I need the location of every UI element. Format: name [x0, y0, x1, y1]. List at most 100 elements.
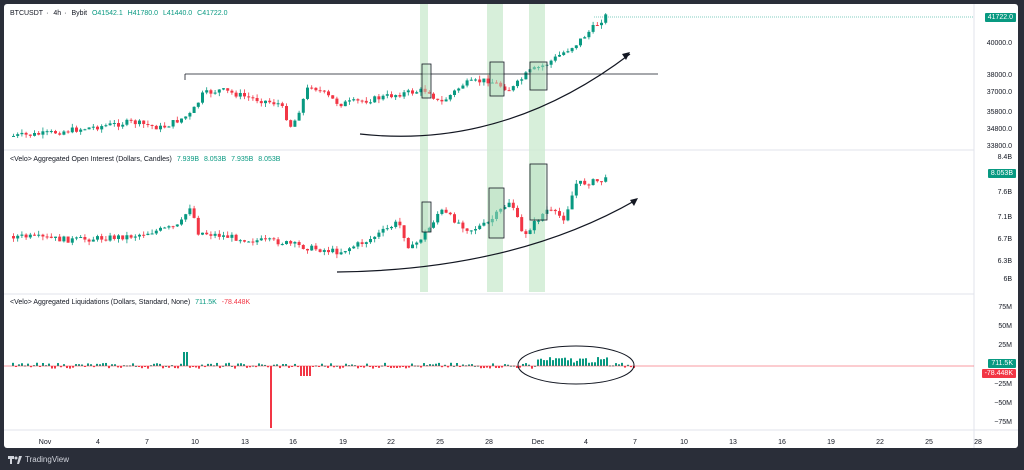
price-candle: [331, 95, 335, 99]
oi-last-tag[interactable]: 8.053B: [987, 169, 1016, 178]
oi-candle: [402, 225, 406, 238]
price-candle: [436, 98, 440, 100]
time-axis-label: 28: [974, 439, 982, 446]
liq-bar-long: [462, 364, 464, 366]
oi-candle: [322, 250, 326, 252]
oi-candle: [406, 237, 410, 249]
liq-bar-short: [267, 366, 269, 368]
liq-bar-long: [366, 363, 368, 366]
time-axis-label: 7: [145, 439, 149, 446]
time-axis-label: 19: [827, 439, 835, 446]
oi-candle: [75, 237, 78, 239]
time-axis-label: Nov: [38, 439, 52, 446]
liq-bar-long: [540, 358, 542, 366]
time-axis-label: 22: [876, 439, 884, 446]
price-candle: [100, 126, 104, 130]
price-candle: [558, 54, 561, 57]
liq-bar-short: [369, 366, 371, 368]
trend-arrow-price: [359, 53, 631, 137]
liq-bar-long: [102, 363, 104, 366]
price-candle: [217, 89, 221, 93]
oi-candle: [335, 248, 339, 255]
oi-candle: [58, 236, 62, 242]
price-candle: [461, 85, 465, 89]
liq-bar-short: [372, 366, 374, 369]
oi-candle: [532, 220, 536, 231]
liq-bar-long: [549, 357, 551, 366]
liq-bar-short: [198, 366, 200, 369]
price-candle: [70, 127, 74, 133]
price-candle: [54, 131, 57, 134]
liq-bar-long: [240, 363, 242, 366]
close-value: C41722.0: [197, 10, 228, 17]
price-candle: [188, 112, 192, 117]
liq-bar-long: [18, 364, 20, 366]
price-candle: [507, 90, 511, 92]
price-candle: [184, 116, 188, 119]
chart-canvas[interactable]: [4, 4, 1018, 448]
liq-bar-long: [222, 365, 224, 367]
last-price-tag[interactable]: 41722.0: [984, 13, 1016, 22]
liq-bar-long: [87, 363, 89, 366]
liq-bar-long: [504, 364, 506, 366]
oi-candle: [209, 234, 213, 236]
price-candle: [79, 129, 83, 132]
oi-candle: [423, 232, 427, 240]
oi-title[interactable]: <Velo> Aggregated Open Interest (Dollars…: [10, 156, 172, 163]
oi-high: 8.053B: [203, 156, 227, 163]
tradingview-logo[interactable]: TradingView: [8, 455, 69, 464]
liq-bar-long: [558, 358, 560, 366]
chart-area[interactable]: BTCUSDT · 4h · Bybit O41542.1 H41780.0 L41…: [4, 4, 1018, 448]
liq-title[interactable]: <Velo> Aggregated Liquidations (Dollars,…: [10, 299, 191, 306]
oi-axis-label: 6B: [1003, 276, 1012, 283]
price-candle: [553, 56, 557, 61]
liq-value-short: -78.448K: [221, 299, 251, 306]
liq-bar-short: [489, 366, 491, 369]
symbol-label[interactable]: BTCUSDT: [10, 10, 44, 17]
oi-candle: [62, 236, 66, 242]
liq-bar-short: [138, 366, 140, 367]
oi-candle: [163, 227, 167, 229]
oi-candle: [175, 224, 179, 227]
oi-candle: [591, 179, 595, 186]
price-candle: [125, 119, 129, 125]
oi-axis-label: 7.6B: [997, 189, 1012, 196]
liq-long-tag[interactable]: 711.5K: [988, 359, 1016, 368]
liq-bar-short: [459, 366, 461, 367]
liq-bar-long: [585, 358, 587, 366]
oi-candle: [453, 214, 456, 223]
liq-bar-short: [630, 366, 632, 368]
liq-bar-long: [27, 363, 29, 366]
liq-bar-short: [480, 366, 482, 369]
price-candle: [566, 51, 570, 53]
oi-candle: [348, 248, 351, 252]
liq-short-tag[interactable]: -78.448K: [981, 369, 1016, 378]
liq-bar-long: [45, 365, 47, 367]
price-candle: [587, 31, 591, 38]
interval-label[interactable]: 4h: [53, 10, 62, 17]
liq-bar-long: [345, 363, 347, 366]
liq-bar-long: [537, 359, 539, 366]
oi-candle: [440, 209, 444, 214]
oi-candle: [268, 238, 272, 240]
liq-bar-long: [132, 363, 134, 366]
price-axis-label: 38000.0: [986, 72, 1012, 79]
price-candle: [285, 105, 288, 121]
low-value: L41440.0: [162, 10, 193, 17]
price-candle: [440, 99, 444, 102]
price-legend: BTCUSDT · 4h · Bybit O41542.1 H41780.0 L41…: [10, 10, 228, 17]
liq-bar-long: [576, 360, 578, 366]
price-candle: [62, 131, 66, 135]
high-value: H41780.0: [127, 10, 159, 17]
liq-bar-short: [234, 366, 236, 369]
price-candle: [83, 129, 87, 131]
price-candle: [306, 87, 309, 99]
liq-bar-short: [84, 366, 86, 367]
price-axis-label: 35800.0: [986, 109, 1012, 116]
oi-candle: [432, 222, 435, 228]
oi-candle: [20, 234, 24, 236]
liq-bar-short: [51, 366, 53, 369]
price-candle: [289, 120, 293, 127]
price-candle: [213, 92, 217, 94]
price-candle: [343, 101, 347, 107]
